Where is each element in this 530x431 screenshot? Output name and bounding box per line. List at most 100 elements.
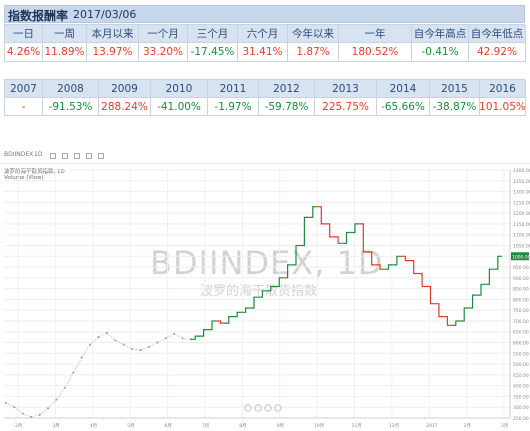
series-candle xyxy=(291,244,301,266)
returns_table-value-4: -17.45% xyxy=(188,43,238,62)
price-tick-label: 750.00 xyxy=(513,308,529,314)
series-candle xyxy=(375,264,385,270)
series-candle xyxy=(401,255,410,262)
returns_table-header-2: 本月以来 xyxy=(87,25,139,43)
returns_table-header-6: 今年以来 xyxy=(288,25,339,43)
returns-date: 2017/03/06 xyxy=(73,8,137,21)
chart-symbol[interactable]: BDIINDEX xyxy=(4,151,34,158)
time-tick-label: 6月 xyxy=(165,423,172,429)
price-tick-label: 1050.00 xyxy=(513,243,530,249)
settings-icon[interactable] xyxy=(74,153,80,159)
watermark-name: 波罗的海干散货指数 xyxy=(200,284,318,299)
series-candle xyxy=(434,303,444,318)
time-tick-label: 2月 xyxy=(15,423,22,429)
series-point xyxy=(122,343,125,346)
yearly_table-header-7: 2014 xyxy=(377,80,430,98)
returns_table-value-6: 1.87% xyxy=(288,43,339,62)
returns_table-value-3: 33.20% xyxy=(139,43,188,62)
reset-icon[interactable] xyxy=(254,404,262,412)
series-candle xyxy=(325,223,334,238)
series-point xyxy=(63,386,66,389)
add-compare-icon[interactable] xyxy=(50,153,56,159)
series-point xyxy=(164,337,167,340)
series-candle xyxy=(233,311,242,318)
price-tick-label: 950.00 xyxy=(513,265,529,271)
series-candle xyxy=(224,316,233,324)
series-candle xyxy=(350,223,360,234)
series-candle xyxy=(426,285,435,305)
returns_table-value-9: 42.92% xyxy=(469,43,526,62)
yearly_table-value-6: 225.75% xyxy=(315,98,377,116)
yearly_table-value-9: 101.05% xyxy=(480,98,526,116)
series-candle xyxy=(443,316,452,326)
indicator-icon[interactable] xyxy=(62,153,68,159)
returns_table-value-8: -0.41% xyxy=(412,43,469,62)
price-tick-label: 900.00 xyxy=(513,276,529,282)
series-candle xyxy=(468,294,477,309)
returns_table-header-4: 三个月 xyxy=(188,25,238,43)
time-tick-label: 3月 xyxy=(52,423,59,429)
yearly_table-value-8: -38.87% xyxy=(430,98,480,116)
bdi-chart: BDIINDEX 1D 波罗的海干散货指数, 1D Volume (Vlow) … xyxy=(0,148,530,431)
price-tick-label: 1400.00 xyxy=(513,168,530,174)
returns_table-header-0: 一日 xyxy=(5,25,43,43)
price-tick-label: 1100.00 xyxy=(513,233,530,239)
series-candle xyxy=(359,223,368,253)
series-candle xyxy=(258,290,267,298)
series-point xyxy=(30,415,33,418)
period-returns-table: 一日 一周 本月以来 一个月 三个月 六个月 今年以来 一年 自今年高点 自今年低点 4.26% 11… xyxy=(4,24,526,62)
series-point xyxy=(72,371,75,374)
series-candle xyxy=(392,255,402,266)
chart-interval[interactable]: 1D xyxy=(34,151,43,158)
yearly-returns-table: 2007 2008 2009 2010 2011 2012 2013 2014 2015 2016… xyxy=(4,79,526,116)
series-point xyxy=(105,331,108,334)
returns_table-header-9: 自今年低点 xyxy=(469,25,526,43)
series-point xyxy=(147,345,150,348)
returns_table-value-7: 180.52% xyxy=(339,43,412,62)
price-tick-label: 300.00 xyxy=(513,405,529,411)
yearly_table-value-1: -91.53% xyxy=(43,98,99,116)
scroll-left-icon[interactable] xyxy=(274,404,282,412)
price-plot[interactable]: 1400.00 1350.00 1300.00 1250.00 1200.00 1150.… xyxy=(0,148,530,431)
returns_table-header-8: 自今年高点 xyxy=(412,25,469,43)
chart-toolbar: BDIINDEX 1D xyxy=(0,148,530,164)
price-tick-label: 400.00 xyxy=(513,384,529,390)
price-tick-label: 350.00 xyxy=(513,394,529,400)
zoom-in-icon[interactable] xyxy=(264,404,272,412)
yearly_table-header-8: 2015 xyxy=(430,80,480,98)
time-tick-label: 2月 xyxy=(464,423,471,429)
yearly_table-value-4: -1.97% xyxy=(208,98,259,116)
price-tick-label: 500.00 xyxy=(513,362,529,368)
price-tick-label: 1200.00 xyxy=(513,211,530,217)
yearly_table-header-1: 2008 xyxy=(43,80,99,98)
chart-legend-volume: Volume (Vlow) xyxy=(4,175,44,181)
series-point xyxy=(13,406,16,409)
yearly_table-value-2: 288.24% xyxy=(99,98,151,116)
fullscreen-icon[interactable] xyxy=(86,153,92,159)
series-candle xyxy=(367,251,376,266)
series-candle xyxy=(485,268,494,285)
returns_table-header-7: 一年 xyxy=(339,25,412,43)
camera-icon[interactable] xyxy=(98,153,104,159)
zoom-out-icon[interactable] xyxy=(244,404,252,412)
series-candle xyxy=(266,285,275,292)
time-tick-label: 11月 xyxy=(351,423,361,429)
time-tick-label: 10月 xyxy=(314,423,324,429)
series-candle xyxy=(451,320,460,326)
price-tick-label: 700.00 xyxy=(513,319,529,325)
yearly_table-header-5: 2012 xyxy=(259,80,315,98)
series-candle xyxy=(317,206,326,225)
price-tick-label: 1250.00 xyxy=(513,200,530,206)
price-tick-label: 1350.00 xyxy=(513,179,530,185)
returns_table-header-5: 六个月 xyxy=(238,25,288,43)
series-candle xyxy=(333,236,343,244)
series-candle xyxy=(460,307,469,322)
series-candle xyxy=(493,255,502,270)
last-price-tag xyxy=(511,252,529,261)
last-price-label: 1000.00 xyxy=(512,254,530,260)
returns_table-value-2: 13.97% xyxy=(87,43,139,62)
series-point xyxy=(55,398,58,401)
series-candle xyxy=(216,320,225,324)
series-point xyxy=(21,412,24,415)
price-tick-label: 800.00 xyxy=(513,297,529,303)
